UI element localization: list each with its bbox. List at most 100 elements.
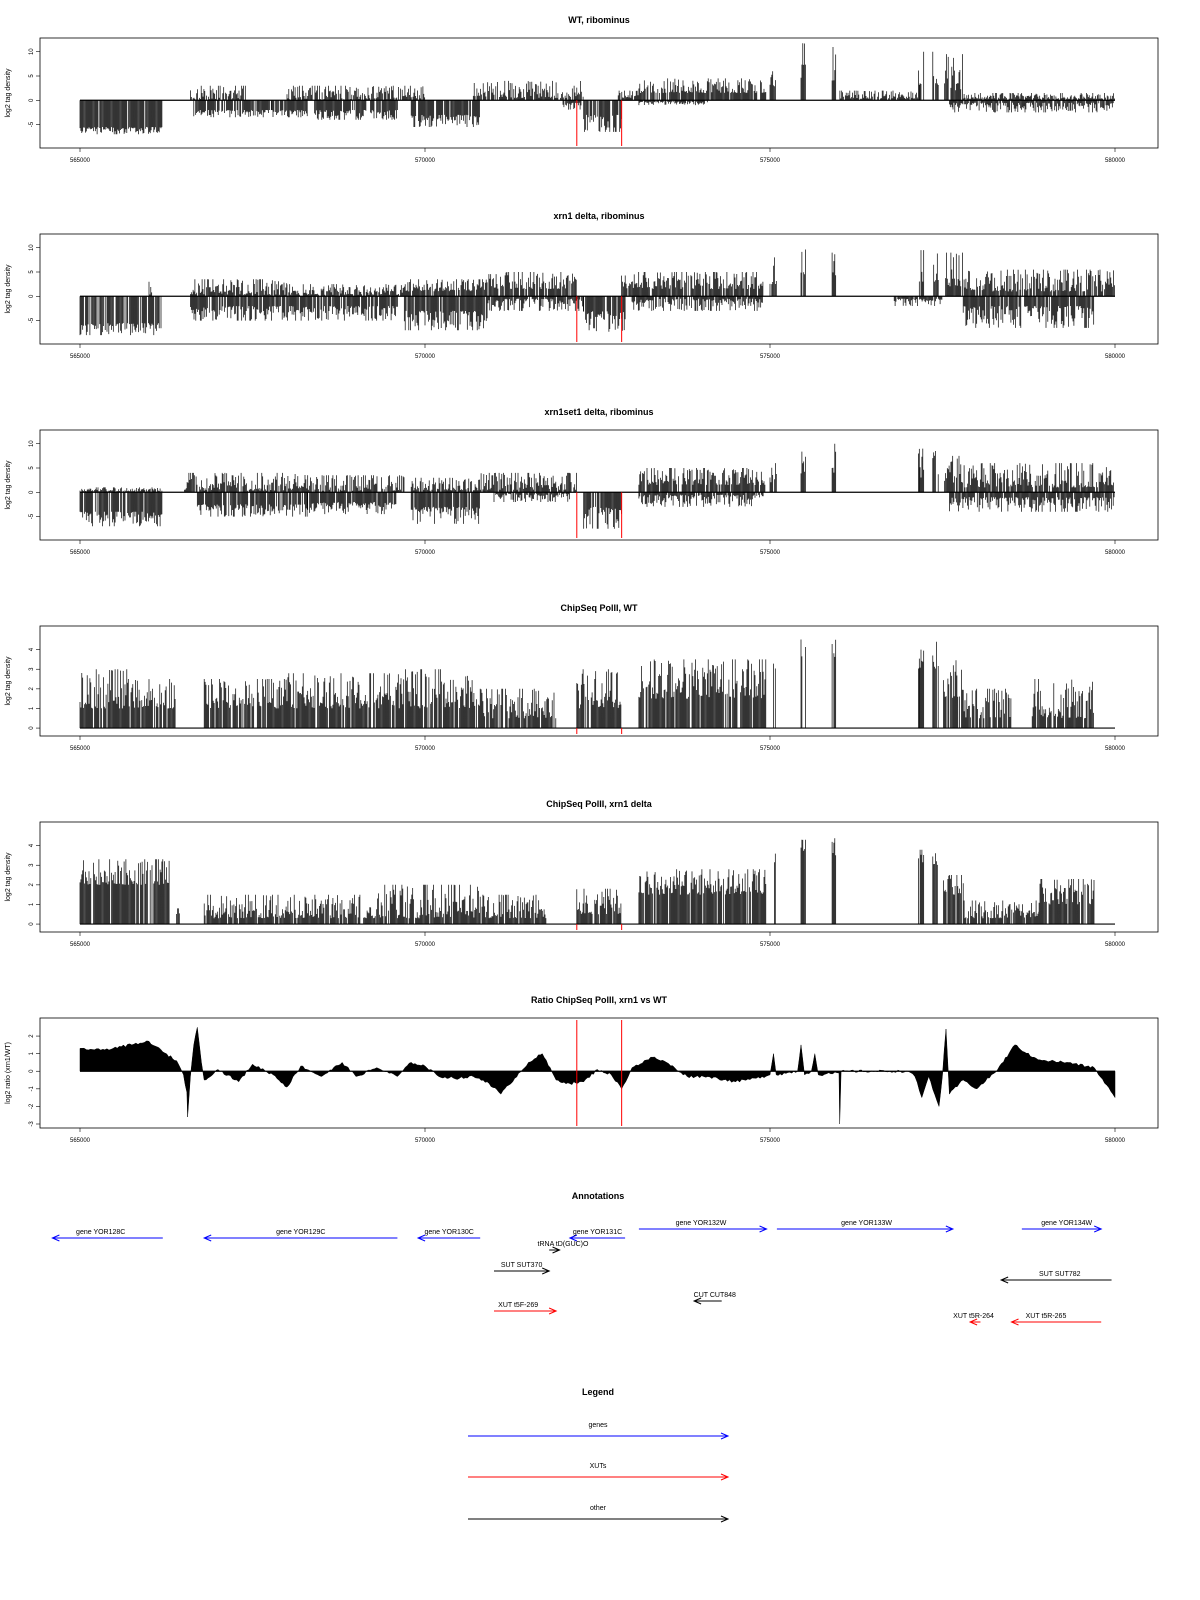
- plot-frame: [39, 625, 1159, 737]
- annotation-feature: gene YOR131C: [568, 1229, 626, 1242]
- y-tick-label: 4: [29, 647, 35, 651]
- x-tick-label: 565000: [70, 1138, 91, 1144]
- x-tick-label: 575000: [760, 354, 781, 360]
- panel-title: xrn1set1 delta, ribominus: [544, 407, 653, 417]
- panel-title: Ratio ChipSeq PolII, xrn1 vs WT: [531, 995, 668, 1005]
- y-tick-label: -5: [29, 317, 35, 323]
- arrow-head: [720, 1432, 730, 1440]
- y-tick-label: -5: [29, 121, 35, 127]
- y-tick-label: 1: [29, 902, 35, 906]
- y-tick-label: 0: [29, 294, 35, 298]
- panel-6: Ratio ChipSeq PolII, xrn1 vs WT log2 rati…: [5, 995, 1159, 1144]
- annotation-label: SUT SUT370: [501, 1262, 543, 1269]
- annotation-feature: gene YOR129C: [202, 1229, 398, 1242]
- x-tick-label: 570000: [415, 158, 436, 164]
- annotation-arrow: [999, 1276, 1112, 1284]
- legend-label: genes: [588, 1422, 608, 1429]
- y-tick-label: -3: [29, 1121, 35, 1127]
- y-tick-label: 5: [29, 74, 35, 78]
- arrow-head: [1094, 1225, 1103, 1233]
- x-tick-label: 565000: [70, 354, 91, 360]
- annotation-arrow: [968, 1318, 981, 1326]
- arrow-head: [759, 1225, 768, 1233]
- x-tick-label: 580000: [1105, 746, 1126, 752]
- annotation-feature: XUT t5R-264: [953, 1313, 994, 1326]
- annotation-feature: gene YOR128C: [51, 1229, 163, 1242]
- legend-label: other: [590, 1505, 607, 1512]
- annotation-label: XUT t5F-269: [498, 1302, 538, 1309]
- legend-arrow: [468, 1515, 730, 1523]
- y-tick-label: 2: [29, 883, 35, 887]
- x-tick-label: 570000: [415, 1138, 436, 1144]
- x-tick-label: 575000: [760, 942, 781, 948]
- annotation-feature: SUT SUT782: [999, 1271, 1112, 1284]
- legend-arrow: [468, 1432, 730, 1440]
- annotation-arrow: [692, 1297, 722, 1305]
- legend-item: other: [468, 1505, 730, 1523]
- annotation-feature: gene YOR134W: [1021, 1220, 1103, 1233]
- annotation-label: XUT t5R-264: [953, 1313, 994, 1320]
- annotation-feature: CUT CUT848: [692, 1292, 736, 1305]
- data-bars: [79, 249, 1115, 336]
- arrow-head: [416, 1234, 426, 1242]
- legend-label: XUTs: [590, 1463, 607, 1470]
- data-bars: [79, 43, 1115, 135]
- data-bars: [79, 838, 1095, 925]
- arrow-head: [51, 1234, 60, 1242]
- x-tick-label: 580000: [1105, 158, 1126, 164]
- legend-item: genes: [468, 1422, 730, 1440]
- annotation-arrow: [494, 1267, 551, 1275]
- y-tick-label: -2: [29, 1103, 35, 1109]
- annotation-feature: gene YOR130C: [416, 1229, 481, 1242]
- x-tick-label: 580000: [1105, 550, 1126, 556]
- arrow-head: [552, 1246, 561, 1254]
- panel-4: ChipSeq PolII, WT log2 tag density 0 1 2 3 4 56…: [5, 603, 1159, 752]
- y-tick-label: 2: [29, 1034, 35, 1038]
- annotation-feature: gene YOR132W: [638, 1220, 768, 1233]
- annotation-label: gene YOR128C: [76, 1229, 125, 1236]
- data-bars: [79, 639, 1094, 729]
- annotation-label: gene YOR129C: [276, 1229, 325, 1236]
- annotation-arrow: [1010, 1318, 1102, 1326]
- annotation-arrow: [416, 1234, 481, 1242]
- x-tick-label: 565000: [70, 942, 91, 948]
- y-tick-label: 10: [29, 244, 35, 251]
- arrow-head: [1010, 1318, 1019, 1326]
- annotation-arrow: [549, 1246, 561, 1254]
- arrow-head: [945, 1225, 955, 1233]
- y-tick-label: 0: [29, 726, 35, 730]
- arrow-head: [720, 1473, 730, 1481]
- plot-frame: [39, 429, 1159, 541]
- panel-5: ChipSeq PolII, xrn1 delta log2 tag densit…: [5, 799, 1159, 948]
- arrow-head: [548, 1307, 558, 1315]
- x-tick-label: 565000: [70, 550, 91, 556]
- arrow-head: [968, 1318, 978, 1326]
- annotation-feature: gene YOR133W: [776, 1220, 955, 1233]
- annotation-feature: SUT SUT370: [494, 1262, 551, 1275]
- legend-item: XUTs: [468, 1463, 730, 1481]
- y-axis-label: log2 ratio (xrn1/WT): [5, 1042, 12, 1104]
- arrow-head: [692, 1297, 702, 1305]
- x-tick-label: 570000: [415, 354, 436, 360]
- y-tick-label: 5: [29, 270, 35, 274]
- annotation-arrow: [494, 1307, 558, 1315]
- annotations-title: Annotations: [572, 1191, 625, 1201]
- x-tick-label: 580000: [1105, 354, 1126, 360]
- y-axis-label: log2 tag density: [5, 656, 12, 706]
- legend-arrow: [468, 1473, 730, 1481]
- annotation-feature: XUT t5F-269: [494, 1302, 558, 1315]
- y-axis-label: log2 tag density: [5, 460, 12, 510]
- y-tick-label: 5: [29, 466, 35, 470]
- x-tick-label: 575000: [760, 550, 781, 556]
- annotation-feature: XUT t5R-265: [1010, 1313, 1102, 1326]
- y-tick-label: 0: [29, 98, 35, 102]
- annotation-label: gene YOR133W: [841, 1220, 892, 1227]
- annotation-label: gene YOR132W: [676, 1220, 727, 1227]
- y-tick-label: 1: [29, 1051, 35, 1055]
- annotation-label: XUT t5R-265: [1026, 1313, 1067, 1320]
- x-tick-label: 570000: [415, 942, 436, 948]
- annotation-arrow: [1021, 1225, 1103, 1233]
- annotation-arrow: [776, 1225, 955, 1233]
- annotation-arrow: [568, 1234, 626, 1242]
